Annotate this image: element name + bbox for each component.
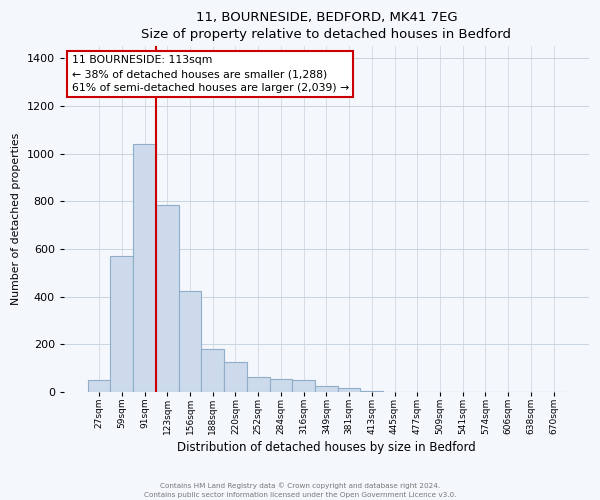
Bar <box>338 388 361 392</box>
Text: Contains HM Land Registry data © Crown copyright and database right 2024.
Contai: Contains HM Land Registry data © Crown c… <box>144 482 456 498</box>
Bar <box>88 380 110 392</box>
Text: 11 BOURNESIDE: 113sqm
← 38% of detached houses are smaller (1,288)
61% of semi-d: 11 BOURNESIDE: 113sqm ← 38% of detached … <box>71 55 349 93</box>
Bar <box>292 380 315 392</box>
Bar <box>179 290 202 392</box>
Bar <box>110 256 133 392</box>
Bar <box>315 386 338 392</box>
Bar <box>247 376 269 392</box>
Bar <box>224 362 247 392</box>
Bar <box>156 205 179 392</box>
X-axis label: Distribution of detached houses by size in Bedford: Distribution of detached houses by size … <box>177 441 476 454</box>
Y-axis label: Number of detached properties: Number of detached properties <box>11 133 21 306</box>
Bar <box>269 379 292 392</box>
Bar <box>361 391 383 392</box>
Title: 11, BOURNESIDE, BEDFORD, MK41 7EG
Size of property relative to detached houses i: 11, BOURNESIDE, BEDFORD, MK41 7EG Size o… <box>142 11 511 41</box>
Bar <box>202 349 224 392</box>
Bar <box>133 144 156 392</box>
